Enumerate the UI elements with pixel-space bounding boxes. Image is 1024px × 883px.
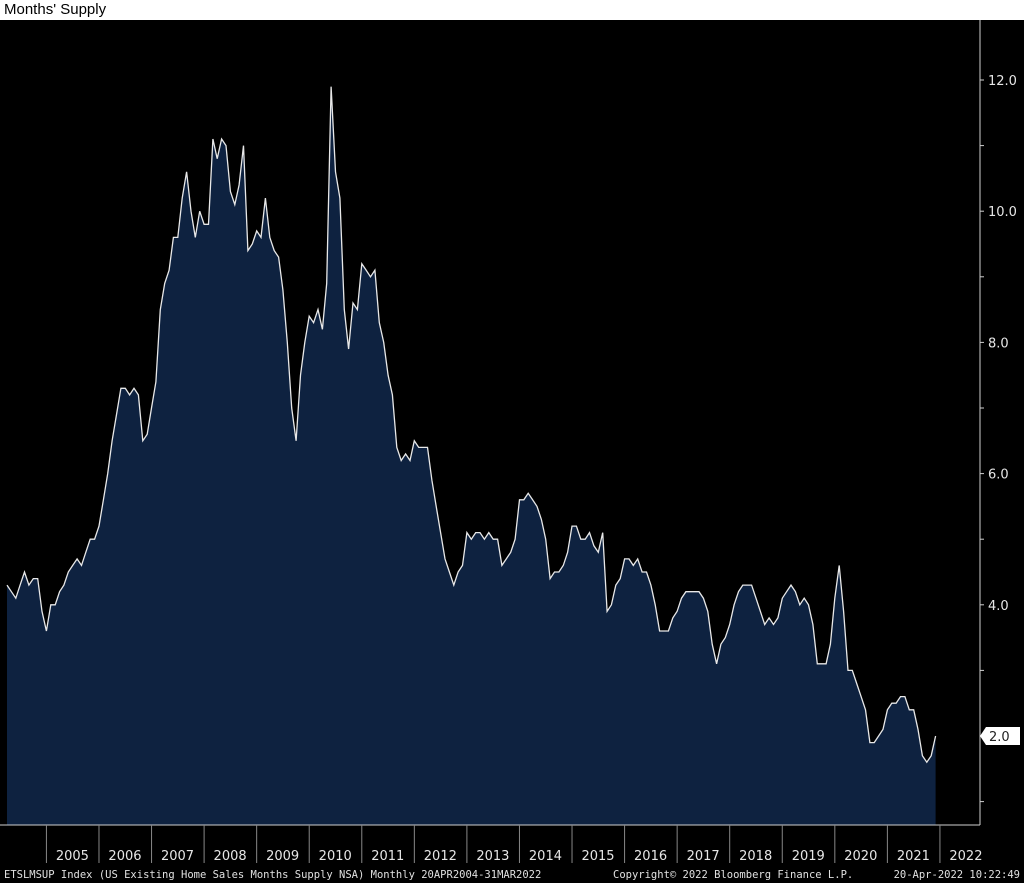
x-tick-label: 2020 [844,849,877,864]
y-tick-label: 8.0 [988,336,1009,351]
footer-timestamp: 20-Apr-2022 10:22:49 [894,869,1020,881]
y-tick-label: 4.0 [988,599,1009,614]
x-tick-label: 2014 [529,849,562,864]
x-tick-label: 2005 [56,849,89,864]
y-tick-label: 10.0 [988,205,1017,220]
x-tick-label: 2021 [897,849,930,864]
x-tick-label: 2012 [424,849,457,864]
last-value-tag [980,727,1020,745]
footer-series: ETSLMSUP Index (US Existing Home Sales M… [4,869,541,881]
footer-copyright: Copyright© 2022 Bloomberg Finance L.P. [613,869,853,881]
x-tick-label: 2006 [108,849,141,864]
x-tick-label: 2008 [214,849,247,864]
x-tick-label: 2016 [634,849,667,864]
x-tick-label: 2019 [792,849,825,864]
x-tick-label: 2009 [266,849,299,864]
series-line [6,86,937,764]
x-tick-label: 2011 [371,849,404,864]
x-tick-label: 2022 [949,849,982,864]
x-tick-label: 2017 [687,849,720,864]
x-tick-label: 2013 [476,849,509,864]
x-tick-label: 2010 [319,849,352,864]
y-tick-label: 6.0 [988,468,1009,483]
x-tick-label: 2018 [739,849,772,864]
x-tick-label: 2007 [161,849,194,864]
y-tick-label: 12.0 [988,74,1017,89]
area-fill [7,86,936,826]
last-value-label: 2.0 [989,730,1010,745]
chart-title: Months' Supply [4,1,107,18]
chart: 12.0 10.0 8.0 6.0 4.0 2.0 2005 2006 2007 2008 2009… [0,20,1024,883]
x-tick-label: 2015 [581,849,614,864]
